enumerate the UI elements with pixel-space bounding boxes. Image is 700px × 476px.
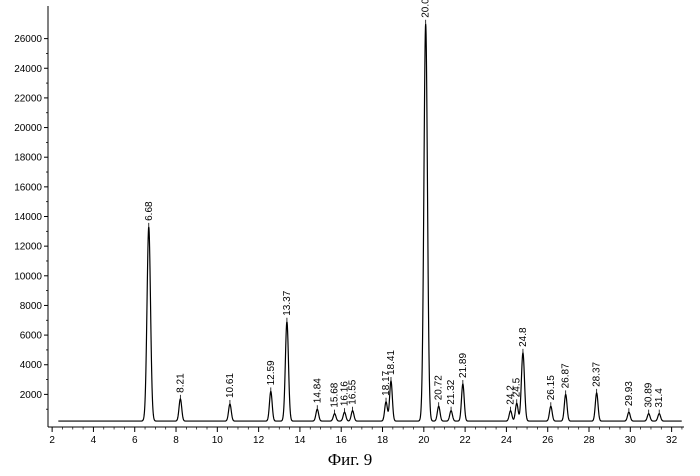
x-tick-label: 2 (49, 435, 55, 446)
peak-label: 31.4 (654, 388, 665, 408)
x-tick-label: 20 (418, 435, 430, 446)
x-tick-label: 28 (583, 435, 595, 446)
y-tick-label: 18000 (14, 153, 42, 164)
peak-label: 21.89 (458, 353, 469, 378)
peak-label: 26.87 (561, 363, 572, 388)
x-tick-label: 24 (501, 435, 513, 446)
chromatogram-trace (58, 24, 681, 421)
y-tick-label: 12000 (14, 242, 42, 253)
peak-label: 12.59 (266, 360, 277, 385)
peak-label: 18.41 (386, 350, 397, 375)
peak-label: 20.09 (421, 0, 432, 18)
peak-label: 8.21 (175, 373, 186, 393)
signal-line (58, 24, 681, 421)
figure-caption: Фиг. 9 (0, 450, 700, 470)
y-tick-label: 16000 (14, 182, 42, 193)
x-tick-label: 30 (625, 435, 637, 446)
y-tick-label: 6000 (20, 331, 43, 342)
x-tick-label: 8 (173, 435, 179, 446)
x-tick-label: 32 (666, 435, 678, 446)
x-tick-label: 16 (336, 435, 348, 446)
x-tick-label: 14 (294, 435, 306, 446)
y-tick-label: 22000 (14, 93, 42, 104)
peak-label: 10.61 (225, 373, 236, 398)
x-tick-label: 10 (212, 435, 224, 446)
peak-label: 20.72 (434, 375, 445, 400)
y-tick-label: 14000 (14, 212, 42, 223)
peak-label: 13.37 (282, 290, 293, 315)
x-tick-label: 22 (460, 435, 472, 446)
y-tick-label: 26000 (14, 34, 42, 45)
y-tick-label: 20000 (14, 123, 42, 134)
peak-label: 16.55 (348, 379, 359, 404)
peak-label: 24.8 (518, 327, 529, 347)
x-tick-label: 12 (253, 435, 265, 446)
peak-label: 6.68 (144, 201, 155, 221)
peak-label: 29.93 (624, 381, 635, 406)
y-tick-label: 10000 (14, 271, 42, 282)
peak-label: 21.32 (446, 379, 457, 404)
y-tick-label: 8000 (20, 301, 43, 312)
peak-label: 30.89 (644, 382, 655, 407)
peak-label: 24.5 (512, 377, 523, 397)
x-tick-label: 6 (132, 435, 138, 446)
peak-label: 28.37 (592, 361, 603, 386)
y-tick-label: 2000 (20, 390, 43, 401)
x-tick-label: 26 (542, 435, 554, 446)
peak-label: 14.84 (312, 378, 323, 403)
y-tick-label: 24000 (14, 64, 42, 75)
peak-labels: 6.688.2110.6112.5913.3714.8415.6816.1616… (144, 0, 665, 414)
y-tick-label: 4000 (20, 360, 43, 371)
x-tick-label: 18 (377, 435, 389, 446)
x-tick-label: 4 (91, 435, 97, 446)
peak-label: 26.15 (546, 375, 557, 400)
